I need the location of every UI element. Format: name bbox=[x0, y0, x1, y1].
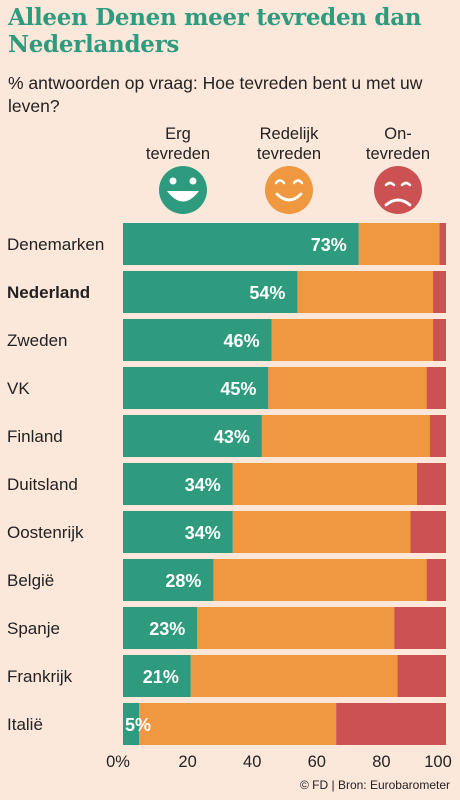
category-label: Denemarken bbox=[7, 235, 104, 254]
x-tick-label: 20 bbox=[178, 753, 196, 771]
data-label: 45% bbox=[220, 379, 256, 399]
bar-segment bbox=[358, 223, 440, 265]
bar-segment bbox=[123, 223, 359, 265]
x-axis: 0% 20 40 60 80 100 bbox=[106, 753, 452, 771]
bar-segment bbox=[268, 367, 427, 409]
bar-segment bbox=[410, 511, 446, 553]
smile-face-icon bbox=[265, 166, 313, 214]
bar-segment bbox=[123, 703, 140, 745]
category-label: VK bbox=[7, 379, 30, 398]
category-label: Frankrijk bbox=[7, 667, 73, 686]
bar-segment bbox=[426, 559, 446, 601]
bar-segment bbox=[433, 271, 446, 313]
data-label: 23% bbox=[149, 619, 185, 639]
data-label: 43% bbox=[214, 427, 250, 447]
bar-segment bbox=[232, 463, 417, 505]
legend-very-satisfied: Erg tevreden bbox=[145, 125, 211, 163]
category-label: Zweden bbox=[7, 331, 67, 350]
sad-face-icon bbox=[374, 166, 422, 214]
category-label: Finland bbox=[7, 427, 63, 446]
chart-title: Alleen Denen meer tevreden dan Nederland… bbox=[8, 4, 422, 58]
bar-segment bbox=[123, 319, 272, 361]
category-label: Nederland bbox=[7, 283, 90, 302]
category-label: Italië bbox=[7, 715, 43, 734]
bar-segment bbox=[123, 463, 233, 505]
bar-segment bbox=[123, 367, 269, 409]
happy-face-icon bbox=[159, 166, 207, 214]
bars-group: Denemarken 73% Nederland 54% Zweden 46% VK 45% F… bbox=[7, 223, 446, 745]
x-tick-label: 60 bbox=[308, 753, 326, 771]
bar-segment bbox=[232, 511, 411, 553]
bar-segment bbox=[123, 607, 198, 649]
bar-segment bbox=[123, 655, 191, 697]
source-footer: © FD | Bron: Eurobarometer bbox=[299, 778, 450, 792]
bar-segment bbox=[139, 703, 337, 745]
bar-segment bbox=[123, 559, 214, 601]
bar-segment bbox=[190, 655, 398, 697]
data-label: 73% bbox=[311, 235, 347, 255]
data-label: 5% bbox=[125, 715, 151, 735]
data-label: 34% bbox=[185, 475, 221, 495]
data-label: 54% bbox=[249, 283, 285, 303]
data-label: 46% bbox=[224, 331, 260, 351]
bar-segment bbox=[439, 223, 446, 265]
x-tick-label: 0% bbox=[106, 753, 130, 771]
bar-segment bbox=[123, 415, 262, 457]
x-tick-label: 80 bbox=[372, 753, 390, 771]
bar-segment bbox=[213, 559, 427, 601]
legend-dissatisfied: On-tevreden bbox=[365, 125, 431, 163]
category-label: Duitsland bbox=[7, 475, 78, 494]
bar-segment bbox=[123, 511, 233, 553]
bar-segment bbox=[197, 607, 395, 649]
chart-subtitle: % antwoorden op vraag: Hoe tevreden bent… bbox=[8, 73, 423, 116]
bar-segment bbox=[433, 319, 446, 361]
x-tick-label: 100 bbox=[424, 753, 452, 771]
bar-segment bbox=[397, 655, 446, 697]
bar-segment bbox=[429, 415, 446, 457]
category-label: België bbox=[7, 571, 54, 590]
bar-segment bbox=[261, 415, 430, 457]
bar-segment bbox=[394, 607, 446, 649]
bar-segment bbox=[416, 463, 446, 505]
bar-segment bbox=[297, 271, 434, 313]
data-label: 21% bbox=[143, 667, 179, 687]
bar-segment bbox=[426, 367, 446, 409]
category-label: Spanje bbox=[7, 619, 60, 638]
bar-segment bbox=[271, 319, 434, 361]
data-label: 28% bbox=[165, 571, 201, 591]
x-tick-label: 40 bbox=[243, 753, 261, 771]
bar-segment bbox=[336, 703, 446, 745]
category-label: Oostenrijk bbox=[7, 523, 84, 542]
legend-fairly-satisfied: Redelijk tevreden bbox=[256, 125, 322, 163]
bar-segment bbox=[123, 271, 298, 313]
data-label: 34% bbox=[185, 523, 221, 543]
